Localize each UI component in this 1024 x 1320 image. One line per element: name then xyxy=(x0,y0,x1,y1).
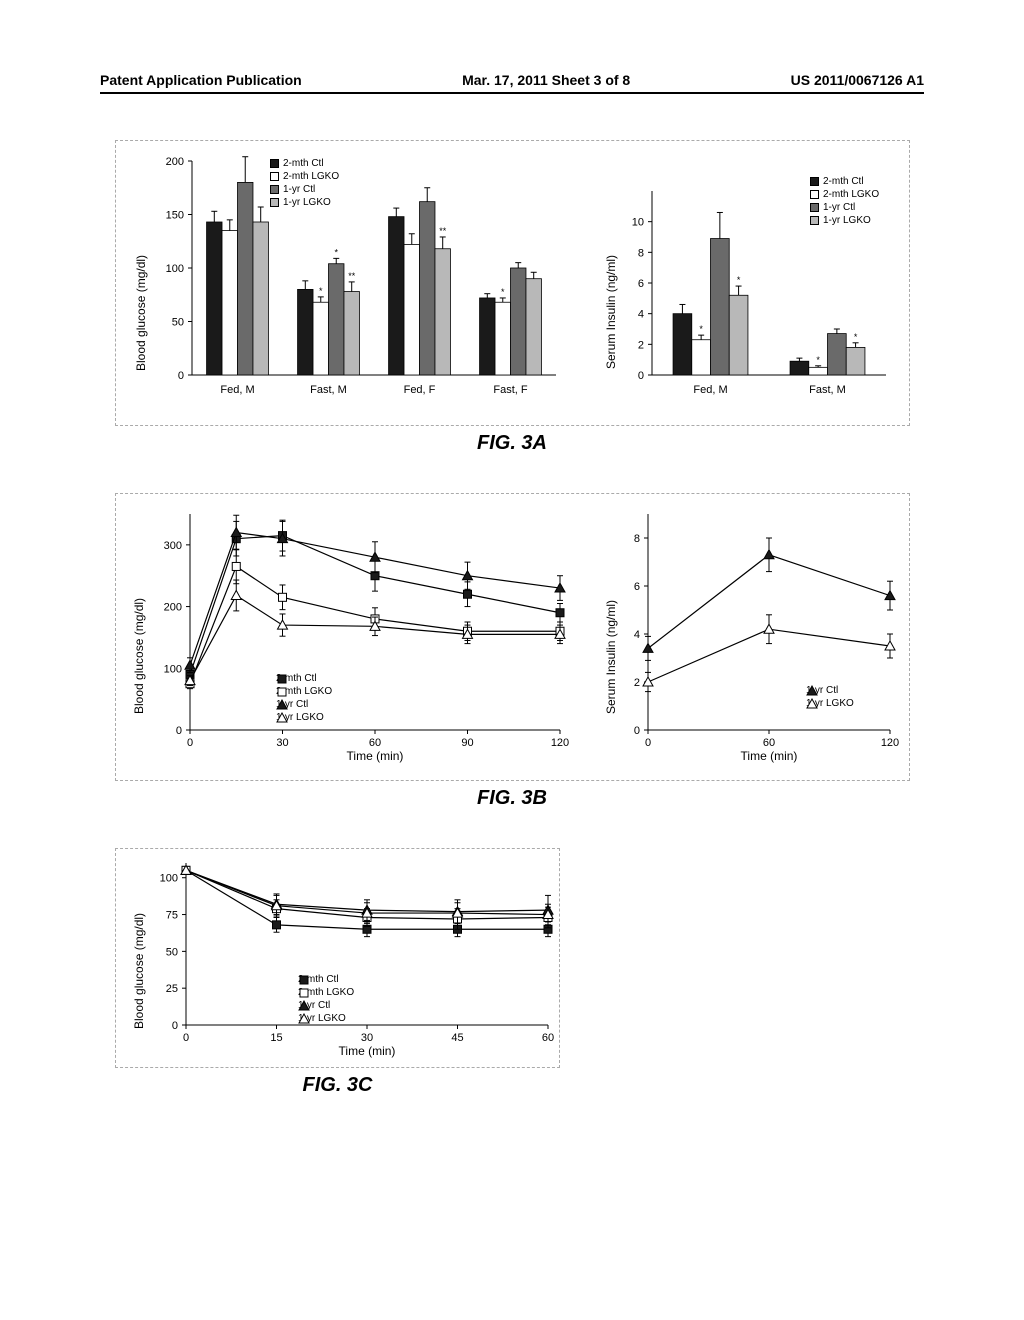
fig3b-label: FIG. 3B xyxy=(115,787,909,810)
svg-text:150: 150 xyxy=(166,210,184,222)
fig3c-legend: 2-mth Ctl2-mth LGKO1-yr Ctl1-yr LGKO xyxy=(298,973,354,1025)
svg-text:Fed, F: Fed, F xyxy=(404,384,436,396)
svg-text:30: 30 xyxy=(361,1032,373,1044)
fig3c-label: FIG. 3C xyxy=(115,1074,560,1097)
fig3b-right-chart: 0 2 4 6 8 0 60 120 Time (min) xyxy=(614,502,904,772)
svg-text:Fast, M: Fast, M xyxy=(809,384,846,396)
svg-text:*: * xyxy=(854,332,858,342)
page: Patent Application Publication Mar. 17, … xyxy=(0,0,1024,1320)
figure-3b-panel: Blood glucose (mg/dl) 010020030003060901… xyxy=(115,493,910,781)
svg-text:Time (min): Time (min) xyxy=(339,1044,396,1058)
svg-text:60: 60 xyxy=(542,1032,554,1044)
fig3a-left-chart: 050100150200Fed, MFast, M****Fed, F**Fas… xyxy=(146,151,566,411)
svg-text:120: 120 xyxy=(881,737,899,749)
svg-text:4: 4 xyxy=(634,629,640,641)
header-pub: Patent Application Publication xyxy=(100,72,302,88)
svg-text:*: * xyxy=(334,247,338,257)
svg-text:200: 200 xyxy=(164,602,182,614)
fig3b-right-legend: 1-yr Ctl1-yr LGKO xyxy=(806,684,854,710)
page-header: Patent Application Publication Mar. 17, … xyxy=(100,72,924,94)
svg-text:Fast, F: Fast, F xyxy=(493,384,528,396)
svg-text:300: 300 xyxy=(164,540,182,552)
fig3a-right-legend: 2-mth Ctl2-mth LGKO1-yr Ctl1-yr LGKO xyxy=(810,175,879,227)
header-date: Mar. 17, 2011 Sheet 3 of 8 xyxy=(462,72,630,88)
svg-text:*: * xyxy=(816,355,820,365)
svg-text:**: ** xyxy=(348,271,356,281)
svg-text:Time (min): Time (min) xyxy=(347,749,404,763)
svg-text:8: 8 xyxy=(634,533,640,545)
svg-text:25: 25 xyxy=(166,983,178,995)
svg-text:*: * xyxy=(319,286,323,296)
fig3b-left-chart: 0 100 200 300 0 30 60 90 120 Time (min) xyxy=(144,502,574,772)
svg-text:0: 0 xyxy=(183,1032,189,1044)
svg-text:120: 120 xyxy=(551,737,569,749)
svg-text:0: 0 xyxy=(638,370,644,382)
svg-text:60: 60 xyxy=(369,737,381,749)
svg-text:45: 45 xyxy=(451,1032,463,1044)
svg-text:100: 100 xyxy=(166,263,184,275)
svg-text:60: 60 xyxy=(763,737,775,749)
svg-text:0: 0 xyxy=(176,725,182,737)
svg-text:0: 0 xyxy=(187,737,193,749)
svg-text:*: * xyxy=(737,275,741,285)
svg-text:*: * xyxy=(699,324,703,334)
svg-text:4: 4 xyxy=(638,309,644,321)
svg-text:50: 50 xyxy=(166,946,178,958)
svg-text:100: 100 xyxy=(160,873,178,885)
figure-3c-panel: Blood glucose (mg/dl) 025507510001530456… xyxy=(115,848,560,1068)
fig3b-left-legend: 2-mth Ctl2-mth LGKO1-yr Ctl1-yr LGKO xyxy=(276,672,332,724)
svg-text:75: 75 xyxy=(166,910,178,922)
svg-text:10: 10 xyxy=(632,217,644,229)
svg-text:6: 6 xyxy=(638,278,644,290)
svg-text:6: 6 xyxy=(634,581,640,593)
svg-text:15: 15 xyxy=(270,1032,282,1044)
svg-text:30: 30 xyxy=(276,737,288,749)
svg-text:0: 0 xyxy=(178,370,184,382)
figure-3a-panel: Blood glucose (mg/dl) 050100150200Fed, M… xyxy=(115,140,910,426)
header-patent-no: US 2011/0067126 A1 xyxy=(791,72,924,88)
svg-text:50: 50 xyxy=(172,317,184,329)
svg-text:0: 0 xyxy=(645,737,651,749)
svg-text:Fed, M: Fed, M xyxy=(220,384,254,396)
svg-text:100: 100 xyxy=(164,663,182,675)
svg-text:2: 2 xyxy=(638,339,644,351)
svg-text:90: 90 xyxy=(461,737,473,749)
fig3a-left-legend: 2-mth Ctl2-mth LGKO1-yr Ctl1-yr LGKO xyxy=(270,157,339,209)
svg-text:0: 0 xyxy=(172,1020,178,1032)
svg-text:Time (min): Time (min) xyxy=(741,749,798,763)
svg-text:Fast, M: Fast, M xyxy=(310,384,347,396)
svg-text:200: 200 xyxy=(166,156,184,168)
svg-text:Fed, M: Fed, M xyxy=(693,384,727,396)
svg-text:8: 8 xyxy=(638,247,644,259)
svg-text:0: 0 xyxy=(634,725,640,737)
fig3a-label: FIG. 3A xyxy=(115,432,909,455)
svg-text:2: 2 xyxy=(634,677,640,689)
fig3c-chart: 0 25 50 75 100 0 15 30 45 60 Time (min) xyxy=(142,853,562,1063)
svg-text:**: ** xyxy=(439,226,447,236)
svg-text:*: * xyxy=(501,287,505,297)
figure-content: Blood glucose (mg/dl) 050100150200Fed, M… xyxy=(115,140,909,1135)
